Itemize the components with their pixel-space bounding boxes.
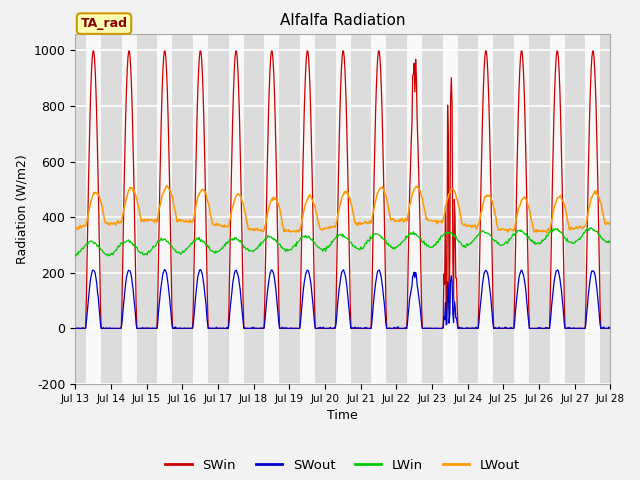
Bar: [407, 34, 422, 384]
Bar: [550, 34, 564, 384]
Bar: [493, 34, 504, 384]
Bar: [422, 34, 432, 384]
Bar: [300, 34, 315, 384]
Bar: [514, 34, 529, 384]
Bar: [458, 34, 468, 384]
Bar: [244, 34, 253, 384]
Bar: [360, 34, 371, 384]
Text: TA_rad: TA_rad: [81, 17, 127, 30]
Bar: [228, 34, 244, 384]
Bar: [147, 34, 157, 384]
Bar: [264, 34, 279, 384]
Bar: [432, 34, 443, 384]
Bar: [279, 34, 289, 384]
Bar: [529, 34, 539, 384]
Bar: [504, 34, 514, 384]
Bar: [75, 34, 86, 384]
Bar: [136, 34, 147, 384]
Bar: [387, 34, 396, 384]
Bar: [122, 34, 136, 384]
Y-axis label: Radiation (W/m2): Radiation (W/m2): [15, 154, 28, 264]
Bar: [218, 34, 228, 384]
Bar: [253, 34, 264, 384]
Bar: [182, 34, 193, 384]
Bar: [157, 34, 172, 384]
Bar: [208, 34, 218, 384]
Bar: [586, 34, 600, 384]
Bar: [575, 34, 586, 384]
Bar: [539, 34, 550, 384]
Bar: [468, 34, 479, 384]
Bar: [111, 34, 122, 384]
Legend: SWin, SWout, LWin, LWout: SWin, SWout, LWin, LWout: [160, 454, 525, 477]
Bar: [193, 34, 208, 384]
Bar: [371, 34, 387, 384]
Bar: [172, 34, 182, 384]
Bar: [335, 34, 351, 384]
Bar: [325, 34, 335, 384]
Bar: [600, 34, 611, 384]
Bar: [351, 34, 360, 384]
Bar: [101, 34, 111, 384]
X-axis label: Time: Time: [328, 409, 358, 422]
Bar: [315, 34, 325, 384]
Bar: [86, 34, 101, 384]
Bar: [443, 34, 458, 384]
Title: Alfalfa Radiation: Alfalfa Radiation: [280, 13, 406, 28]
Bar: [564, 34, 575, 384]
Bar: [479, 34, 493, 384]
Bar: [289, 34, 300, 384]
Bar: [396, 34, 407, 384]
